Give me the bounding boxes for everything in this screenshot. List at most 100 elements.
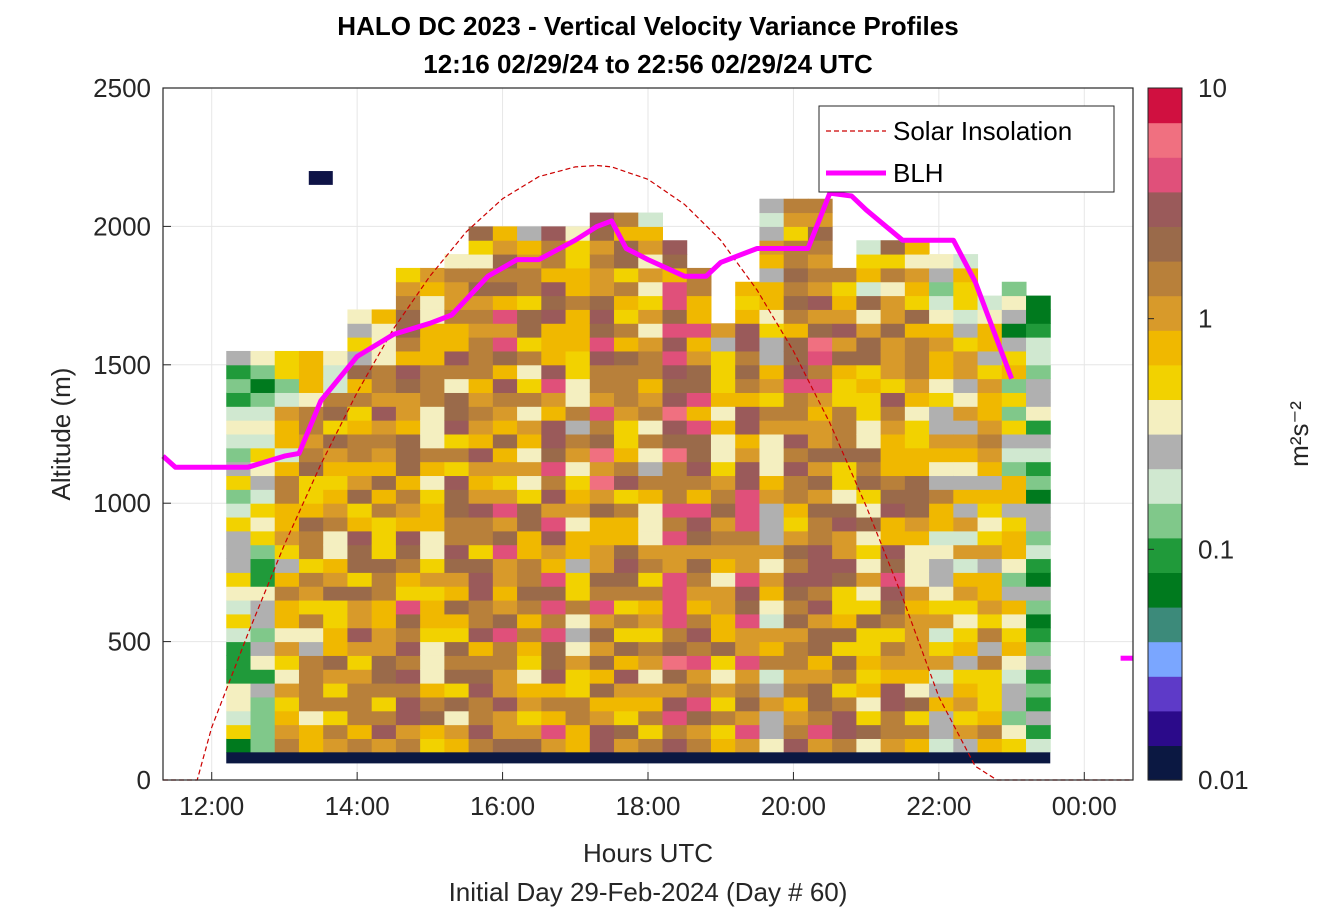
heatmap-cell <box>541 572 567 587</box>
heatmap-cell <box>807 586 833 601</box>
heatmap-cell <box>904 572 930 587</box>
heatmap-cell <box>880 267 906 283</box>
heatmap-cell <box>638 240 663 255</box>
heatmap-cell <box>759 281 785 297</box>
heatmap-cell <box>347 572 373 587</box>
heatmap-cell <box>904 392 930 407</box>
heatmap-cell <box>323 489 348 504</box>
heatmap-cell <box>662 641 688 656</box>
heatmap-cell <box>492 350 518 366</box>
heatmap-cell <box>1026 378 1051 393</box>
heatmap-cell <box>395 627 421 643</box>
heatmap-cell <box>274 669 300 684</box>
heatmap-cell <box>492 461 518 477</box>
heatmap-cell <box>1026 350 1051 366</box>
heatmap-cell <box>589 572 615 587</box>
heatmap-cell <box>614 586 639 601</box>
heatmap-cell <box>1026 489 1051 504</box>
heatmap-bottom-bar <box>226 752 1051 764</box>
heatmap-cell <box>977 683 1003 698</box>
heatmap-cell <box>638 434 663 449</box>
heatmap-cell <box>807 378 833 393</box>
heatmap-cell <box>492 655 518 670</box>
heatmap-cell <box>856 447 882 463</box>
heatmap-cell <box>541 710 567 726</box>
heatmap-cell <box>541 503 567 518</box>
heatmap-cell <box>565 267 591 283</box>
heatmap-cell <box>226 655 251 670</box>
heatmap-cell <box>420 475 445 490</box>
heatmap-cell <box>710 461 736 477</box>
heatmap-cell <box>880 323 906 338</box>
heatmap-cell <box>783 613 809 629</box>
heatmap-cell <box>686 600 712 615</box>
heatmap-cell <box>953 420 979 435</box>
heatmap-cell <box>880 683 906 698</box>
heatmap-cell <box>638 420 663 435</box>
heatmap-cell <box>323 392 348 407</box>
heatmap-cell <box>614 655 639 670</box>
heatmap-cell <box>904 544 930 560</box>
heatmap-cell <box>541 627 567 643</box>
heatmap-cell <box>856 337 882 352</box>
heatmap-cell <box>298 669 324 684</box>
heatmap-cell <box>323 724 348 739</box>
heatmap-cell <box>589 655 615 670</box>
blh-line <box>161 190 1014 470</box>
heatmap-cell <box>565 392 591 407</box>
heatmap-cell <box>929 530 954 546</box>
heatmap-cell <box>904 281 930 297</box>
colorbar-tick-label: 0.01 <box>1198 765 1249 795</box>
heatmap-cell <box>589 517 615 532</box>
heatmap-cell <box>759 738 785 753</box>
heatmap-cell <box>565 627 591 643</box>
heatmap-cell <box>274 641 300 656</box>
colorbar-segment <box>1148 468 1182 504</box>
heatmap-cell <box>371 696 397 712</box>
heatmap-cell <box>323 738 348 753</box>
y-tick-label: 1500 <box>93 350 151 380</box>
heatmap-cell <box>880 295 906 310</box>
colorbar-segment <box>1148 122 1182 158</box>
heatmap-cell <box>880 641 906 656</box>
heatmap-cell <box>420 295 445 310</box>
heatmap-cell <box>395 558 421 573</box>
heatmap-cell <box>250 350 276 366</box>
heatmap-cell <box>832 406 857 421</box>
heatmap-cell <box>880 420 906 435</box>
heatmap-cell <box>783 572 809 587</box>
heatmap-cell <box>904 267 930 283</box>
heatmap-cell <box>468 613 494 629</box>
heatmap-cell <box>783 434 809 449</box>
heatmap-cell <box>662 434 688 449</box>
heatmap-cell <box>856 613 882 629</box>
heatmap-cell <box>710 655 736 670</box>
heatmap-cell <box>541 461 567 477</box>
heatmap-cell <box>347 641 373 656</box>
heatmap-cell <box>710 517 736 532</box>
heatmap-cell <box>323 696 348 712</box>
heatmap-cell <box>444 489 470 504</box>
heatmap-cell <box>929 503 954 518</box>
heatmap-cell <box>735 461 760 477</box>
heatmap-cell <box>614 683 639 698</box>
heatmap-cell <box>444 558 470 573</box>
heatmap-cell <box>832 572 857 587</box>
heatmap-cell <box>492 392 518 407</box>
heatmap-cell <box>977 434 1003 449</box>
heatmap-cell <box>638 738 663 753</box>
heatmap-cell <box>589 378 615 393</box>
x-tick-label: 16:00 <box>470 791 535 821</box>
heatmap-cell <box>589 337 615 352</box>
heatmap-cell <box>614 212 639 227</box>
heatmap-cell <box>589 281 615 297</box>
heatmap-cell <box>638 586 663 601</box>
heatmap-cell <box>953 669 979 684</box>
heatmap-cell <box>710 420 736 435</box>
heatmap-cell <box>517 613 542 629</box>
heatmap-cell <box>662 503 688 518</box>
heatmap-cell <box>783 696 809 712</box>
heatmap-cell <box>783 489 809 504</box>
heatmap-cell <box>783 420 809 435</box>
heatmap-cell <box>1001 295 1027 310</box>
